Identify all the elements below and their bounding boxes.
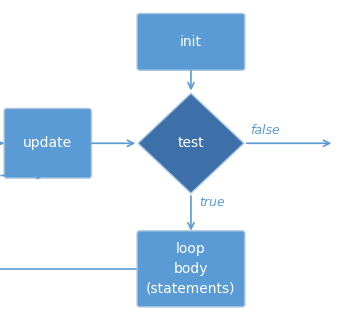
FancyBboxPatch shape <box>137 14 245 70</box>
Polygon shape <box>138 93 244 193</box>
FancyBboxPatch shape <box>137 231 245 307</box>
FancyBboxPatch shape <box>4 109 91 178</box>
Text: false: false <box>251 124 280 137</box>
Text: test: test <box>178 136 204 150</box>
Text: update: update <box>23 136 72 150</box>
Text: init: init <box>180 35 202 49</box>
Text: true: true <box>199 196 225 209</box>
Text: loop
body
(statements): loop body (statements) <box>146 242 236 295</box>
